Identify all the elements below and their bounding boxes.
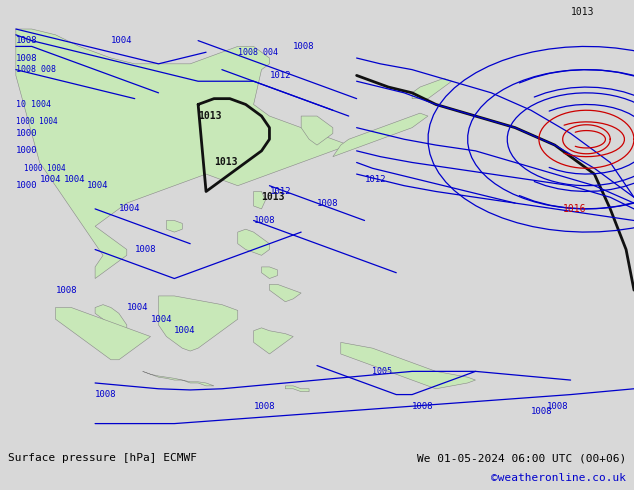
Text: 1004: 1004 (150, 315, 172, 323)
Polygon shape (301, 116, 333, 145)
Text: 1004: 1004 (87, 181, 108, 190)
Text: 1008 008: 1008 008 (16, 65, 56, 74)
Polygon shape (412, 78, 451, 98)
Text: 1012: 1012 (269, 71, 291, 80)
Text: 1000 1004: 1000 1004 (24, 164, 65, 173)
Text: 1008: 1008 (317, 198, 339, 208)
Text: 1008: 1008 (16, 53, 37, 63)
Text: 1000 1004: 1000 1004 (16, 118, 58, 126)
Polygon shape (56, 308, 150, 360)
Polygon shape (269, 284, 301, 302)
Text: 1008: 1008 (16, 36, 37, 45)
Text: 1000: 1000 (16, 129, 37, 138)
Text: 1013: 1013 (198, 111, 222, 121)
Text: 1013: 1013 (214, 157, 238, 168)
Text: 1008: 1008 (412, 402, 434, 411)
Polygon shape (16, 29, 349, 278)
Text: 1012: 1012 (269, 187, 291, 196)
Text: 1004: 1004 (119, 204, 140, 213)
Polygon shape (341, 343, 476, 389)
Polygon shape (254, 192, 266, 209)
Text: 1004: 1004 (63, 175, 85, 184)
Polygon shape (95, 305, 127, 331)
Text: 1005: 1005 (373, 367, 392, 376)
Text: 1008: 1008 (254, 216, 275, 225)
Polygon shape (261, 267, 278, 278)
Text: 1013: 1013 (261, 192, 285, 202)
Polygon shape (254, 328, 293, 354)
Text: We 01-05-2024 06:00 UTC (00+06): We 01-05-2024 06:00 UTC (00+06) (417, 453, 626, 463)
Polygon shape (333, 113, 428, 157)
Polygon shape (143, 371, 214, 386)
Text: 1004: 1004 (127, 303, 148, 312)
Text: 1008: 1008 (547, 402, 568, 411)
Text: 1008: 1008 (531, 408, 552, 416)
Text: 10 1004: 10 1004 (16, 100, 51, 109)
Text: 1004: 1004 (39, 175, 61, 184)
Polygon shape (158, 296, 238, 351)
Text: 1000: 1000 (16, 147, 37, 155)
Text: 1008: 1008 (134, 245, 156, 254)
Text: 1004: 1004 (111, 36, 133, 45)
Polygon shape (119, 328, 127, 331)
Text: 1008: 1008 (254, 402, 275, 411)
Text: 1008 004: 1008 004 (238, 48, 278, 57)
Text: 1008: 1008 (293, 42, 314, 51)
Text: 1016: 1016 (563, 204, 586, 214)
Text: 1004: 1004 (174, 326, 196, 335)
Text: 1013: 1013 (571, 6, 594, 17)
Text: 1012: 1012 (365, 175, 386, 184)
Text: 1000: 1000 (16, 181, 37, 190)
Text: Surface pressure [hPa] ECMWF: Surface pressure [hPa] ECMWF (8, 453, 197, 463)
Text: 1008: 1008 (95, 390, 117, 399)
Polygon shape (166, 220, 183, 232)
Polygon shape (238, 229, 269, 255)
Text: ©weatheronline.co.uk: ©weatheronline.co.uk (491, 473, 626, 483)
Text: 1008: 1008 (56, 286, 77, 294)
Polygon shape (285, 386, 309, 392)
